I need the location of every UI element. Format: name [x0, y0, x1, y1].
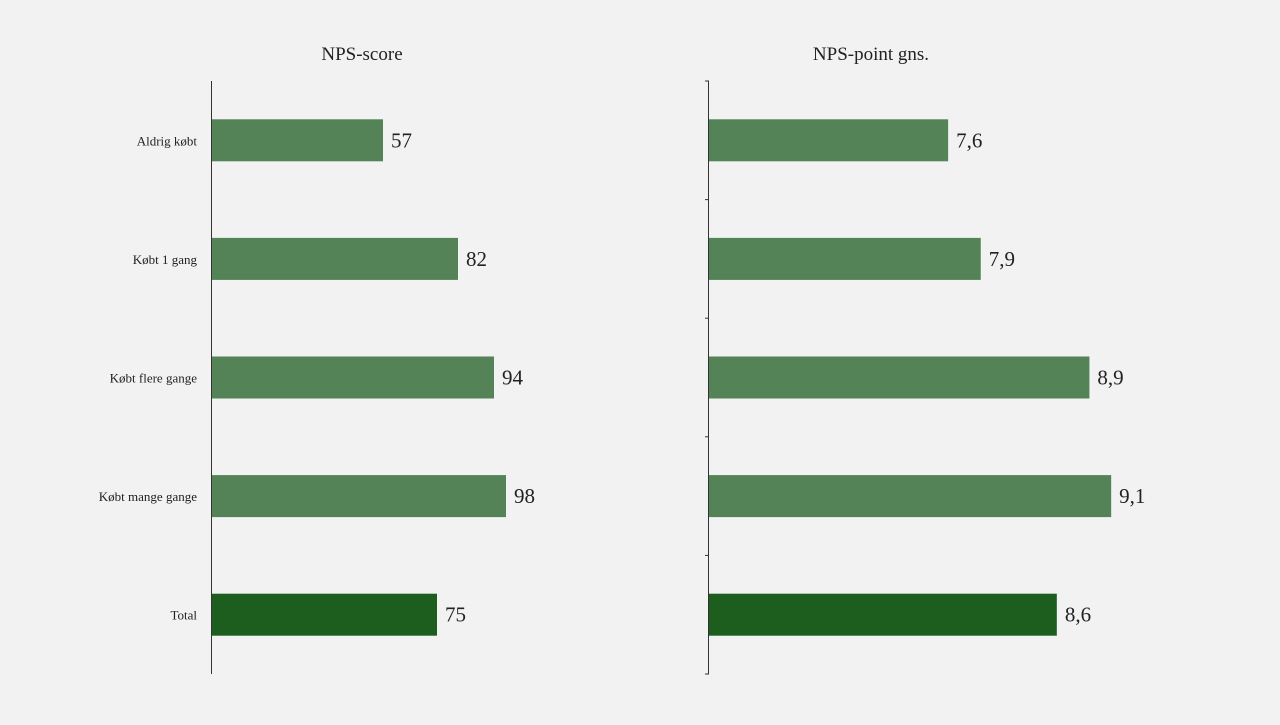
nps-score-value-label: 57: [391, 128, 412, 152]
nps-score-bars: [212, 119, 506, 636]
nps-point-axis-ticks: [705, 80, 709, 675]
nps-score-value-labels: 57 82 94 98 75: [391, 128, 535, 626]
nps-point-value-label: 9,1: [1119, 484, 1145, 508]
nps-point-value-label: 8,6: [1065, 603, 1091, 627]
category-label: Aldrig købt: [137, 133, 198, 148]
nps-score-title: NPS-score: [321, 44, 402, 65]
nps-score-bar: [212, 356, 494, 399]
nps-point-bar: [709, 119, 949, 162]
category-label: Købt 1 gang: [133, 252, 198, 267]
nps-point-bar: [709, 356, 1090, 399]
nps-point-value-label: 8,9: [1097, 366, 1123, 390]
nps-score-bar: [212, 237, 458, 280]
nps-score-chart: NPS-score Aldrig købt Købt 1 gang Købt fle…: [99, 44, 535, 674]
nps-point-bar: [709, 593, 1057, 636]
nps-point-title: NPS-point gns.: [813, 44, 929, 65]
nps-score-bar: [212, 475, 506, 518]
nps-point-value-label: 7,6: [956, 128, 982, 152]
category-label: Total: [170, 608, 197, 623]
nps-point-chart: NPS-point gns. 7,6 7,9 8,9 9,1 8,6: [705, 44, 1145, 675]
category-labels: Aldrig købt Købt 1 gang Købt flere gange Kø…: [99, 133, 198, 622]
nps-point-value-labels: 7,6 7,9 8,9 9,1 8,6: [956, 128, 1145, 626]
category-label: Købt flere gange: [110, 371, 198, 386]
nps-score-value-label: 98: [514, 484, 535, 508]
nps-point-bars: [709, 119, 1112, 636]
category-label: Købt mange gange: [99, 489, 197, 504]
nps-score-value-label: 82: [466, 247, 487, 271]
nps-point-bar: [709, 237, 981, 280]
nps-point-bar: [709, 475, 1112, 518]
nps-point-value-label: 7,9: [989, 247, 1015, 271]
nps-score-value-label: 75: [445, 603, 466, 627]
nps-score-value-label: 94: [502, 366, 524, 390]
nps-score-bar: [212, 593, 437, 636]
nps-score-bar: [212, 119, 383, 162]
